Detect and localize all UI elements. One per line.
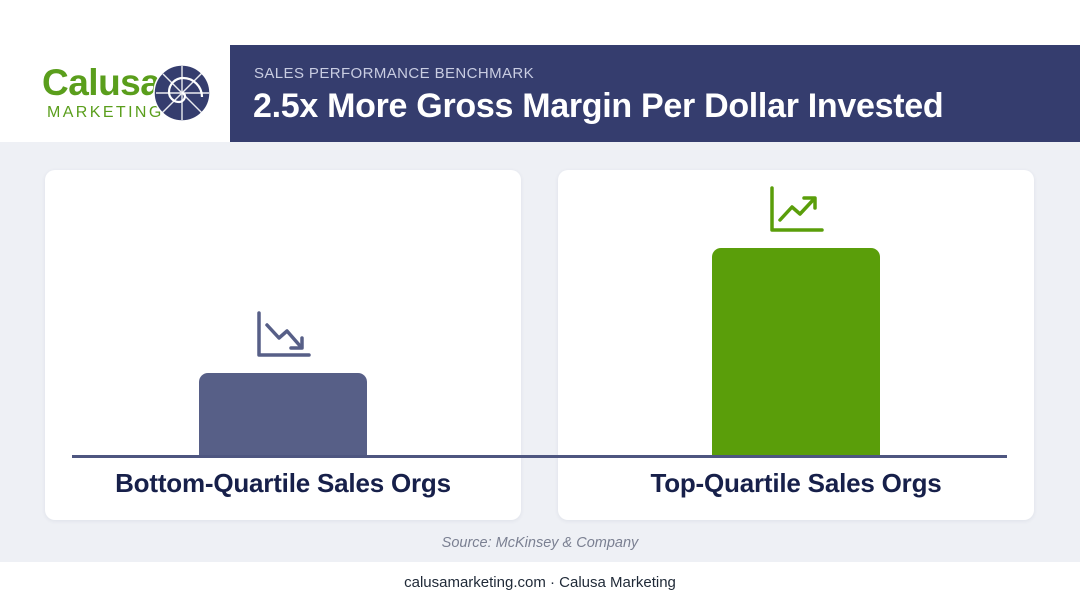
- header-band: SALES PERFORMANCE BENCHMARK 2.5x More Gr…: [230, 45, 1080, 142]
- trending-up-icon: [770, 186, 824, 232]
- source-note: Source: McKinsey & Company: [441, 535, 639, 551]
- page-title: 2.5x More Gross Margin Per Dollar Invest…: [253, 87, 944, 125]
- header-eyebrow: SALES PERFORMANCE BENCHMARK: [254, 65, 535, 82]
- chart-baseline: [72, 455, 1007, 458]
- footer-text: calusamarketing.com · Calusa Marketing: [404, 574, 676, 591]
- brand-logo: Calusa MARKETING: [42, 60, 212, 130]
- brand-subtitle: MARKETING: [47, 104, 164, 121]
- bar-bottom-quartile: [199, 373, 367, 456]
- trending-down-icon: [257, 311, 311, 357]
- nautilus-shell-icon: [153, 64, 211, 122]
- category-label-bottom-quartile: Bottom-Quartile Sales Orgs: [115, 468, 451, 498]
- bar-top-quartile: [712, 248, 880, 456]
- card-bottom-quartile: [45, 170, 521, 520]
- category-label-top-quartile: Top-Quartile Sales Orgs: [650, 468, 942, 498]
- brand-name: Calusa: [42, 62, 161, 103]
- top-strip: [0, 0, 1080, 45]
- footer: calusamarketing.com · Calusa Marketing: [0, 562, 1080, 603]
